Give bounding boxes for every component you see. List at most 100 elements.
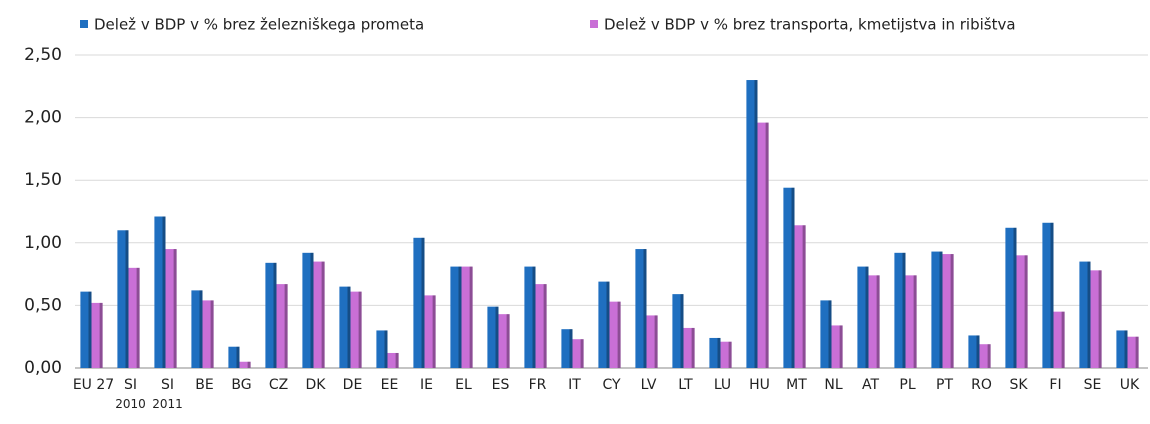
x-tick-label: PT xyxy=(936,377,953,393)
bar xyxy=(165,249,177,368)
bar-side xyxy=(199,290,203,368)
bar-side xyxy=(421,237,425,368)
bar xyxy=(746,80,758,368)
bar-side xyxy=(617,301,621,368)
bar-side xyxy=(284,284,288,368)
bar-side xyxy=(1087,261,1091,368)
x-tick-label: CY xyxy=(602,377,621,393)
bar xyxy=(709,337,721,368)
x-tick-label: MT xyxy=(786,377,807,393)
bar xyxy=(572,339,584,368)
bar xyxy=(1079,261,1091,368)
bar-side xyxy=(395,352,399,368)
bar-side xyxy=(902,252,906,368)
bar xyxy=(794,225,806,368)
x-tick-label: SK xyxy=(1009,377,1028,393)
bar xyxy=(524,266,536,368)
bar xyxy=(91,302,103,368)
x-tick-label: IE xyxy=(420,377,433,393)
bar xyxy=(894,252,906,368)
bar xyxy=(191,290,203,368)
bar xyxy=(646,315,658,368)
bar-side xyxy=(532,266,536,368)
bar-side xyxy=(136,267,140,368)
bar-side xyxy=(865,266,869,368)
x-tick-label: ES xyxy=(492,377,510,393)
x-tick-label: EU 27 xyxy=(73,377,114,393)
bar-side xyxy=(310,252,314,368)
x-tick-label: PL xyxy=(899,377,915,393)
x-tick-label: EL xyxy=(455,377,472,393)
bar-side xyxy=(162,216,166,368)
bar-side xyxy=(569,329,573,368)
bar-side xyxy=(680,294,684,368)
x-tick-label: BE xyxy=(195,377,213,393)
bar-side xyxy=(876,275,880,368)
bar xyxy=(942,254,954,368)
x-tick-label: RO xyxy=(971,377,992,393)
x-tick-label: IT xyxy=(568,377,581,393)
bar xyxy=(376,330,388,368)
bar xyxy=(117,230,129,368)
x-tick-label: DE xyxy=(343,377,363,393)
bar xyxy=(413,237,425,368)
x-tick-label: SE xyxy=(1084,377,1102,393)
bar-side xyxy=(691,327,695,368)
bar-side xyxy=(802,225,806,368)
bar xyxy=(487,306,499,368)
x-tick-label: SI 2011 xyxy=(152,377,183,411)
bar-side xyxy=(1013,227,1017,368)
bar xyxy=(1127,336,1139,368)
bar xyxy=(313,261,325,368)
y-tick-label: 0,00 xyxy=(24,358,62,378)
bar-side xyxy=(950,254,954,368)
bar-side xyxy=(654,315,658,368)
bar xyxy=(1005,227,1017,368)
bar-side xyxy=(765,122,769,368)
bar-side xyxy=(828,300,832,368)
bar-side xyxy=(458,266,462,368)
x-tick-label: UK xyxy=(1120,377,1140,393)
bar xyxy=(154,216,166,368)
bar-side xyxy=(125,230,129,368)
bar-side xyxy=(495,306,499,368)
bar-side xyxy=(88,291,92,368)
bar xyxy=(461,266,473,368)
bar-side xyxy=(1024,255,1028,368)
bar-side xyxy=(210,300,214,368)
bar xyxy=(720,341,732,368)
bar-side xyxy=(728,341,732,368)
bar-side xyxy=(580,339,584,368)
x-tick-label: BG xyxy=(231,377,251,393)
bar xyxy=(1016,255,1028,368)
bar-side xyxy=(247,361,251,368)
bar-side xyxy=(987,344,991,368)
bar xyxy=(683,327,695,368)
bar-side xyxy=(1135,336,1139,368)
bar-side xyxy=(1050,222,1054,368)
y-tick-label: 1,00 xyxy=(24,233,62,253)
bar xyxy=(635,249,647,368)
bar xyxy=(609,301,621,368)
bar-side xyxy=(173,249,177,368)
bar xyxy=(228,346,240,368)
y-tick-label: 0,50 xyxy=(24,295,62,315)
y-tick-label: 2,50 xyxy=(24,45,62,65)
legend-label: Delež v BDP v % brez transporta, kmetijs… xyxy=(604,16,1016,34)
bar xyxy=(757,122,769,368)
legend-swatch xyxy=(590,20,598,28)
bar-side xyxy=(321,261,325,368)
bar-side xyxy=(913,275,917,368)
x-tick-label: NL xyxy=(824,377,842,393)
bar xyxy=(265,262,277,368)
x-tick-label: HU xyxy=(749,377,770,393)
bar-side xyxy=(384,330,388,368)
bar-side xyxy=(236,346,240,368)
bar-side xyxy=(506,314,510,368)
bar xyxy=(498,314,510,368)
y-tick-label: 1,50 xyxy=(24,170,62,190)
bar xyxy=(302,252,314,368)
bar xyxy=(783,187,795,368)
x-tick-label: CZ xyxy=(269,377,288,393)
